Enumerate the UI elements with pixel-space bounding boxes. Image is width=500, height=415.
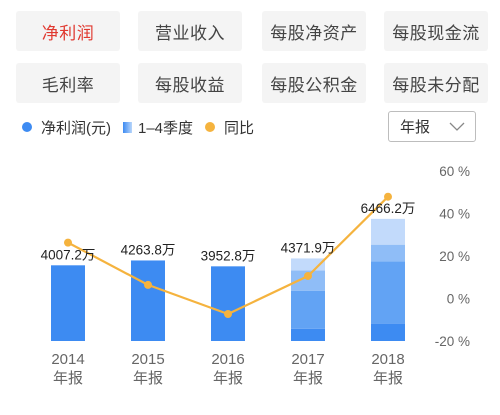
value-label-2018: 6466.2万	[361, 201, 416, 216]
tab-net-assets-per-share[interactable]: 每股净资产	[262, 11, 366, 51]
x-tick-label-2017: 2017	[291, 351, 324, 368]
legend-gradient-square-icon	[123, 121, 132, 133]
bar-2018-q3	[371, 244, 405, 262]
tab-cashflow-per-share[interactable]: 每股现金流	[384, 11, 488, 51]
tab-reserve-per-share[interactable]: 每股公积金	[262, 63, 366, 103]
legend-quarter[interactable]: 1–4季度	[123, 117, 193, 138]
legend-yoy[interactable]: 同比	[205, 117, 254, 138]
x-tick-suffix-2017: 年报	[293, 370, 323, 387]
bar-2015	[131, 260, 165, 341]
period-select[interactable]: 年报	[388, 111, 476, 142]
legend-net-profit-label: 净利润(元)	[41, 119, 111, 137]
tab-eps[interactable]: 每股收益	[138, 63, 242, 103]
x-tick-label-2016: 2016	[211, 351, 244, 368]
value-label-2014: 4007.2万	[41, 247, 96, 262]
x-tick-label-2018: 2018	[371, 351, 404, 368]
x-tick-suffix-2015: 年报	[133, 370, 163, 387]
bar-2016	[211, 266, 245, 341]
value-label-2017: 4371.9万	[281, 240, 336, 255]
tab-undistributed-per-share[interactable]: 每股未分配	[384, 63, 488, 103]
right-tick-label: 20 %	[439, 249, 470, 264]
tab-revenue[interactable]: 营业收入	[138, 11, 242, 51]
legend-blue-dot-icon	[22, 122, 32, 132]
yoy-point-2015	[144, 280, 152, 289]
x-tick-suffix-2014: 年报	[53, 370, 83, 387]
chevron-down-icon	[449, 122, 465, 131]
right-tick-label: 0 %	[447, 292, 470, 307]
tab-net-profit[interactable]: 净利润	[16, 11, 120, 51]
yoy-point-2018	[384, 192, 392, 201]
legend-yoy-label: 同比	[224, 119, 255, 137]
x-tick-label-2014: 2014	[51, 351, 84, 368]
x-tick-label-2015: 2015	[131, 351, 164, 368]
right-tick-label: 60 %	[439, 164, 470, 179]
bar-2017-q1	[291, 328, 325, 341]
right-tick-label: -20 %	[435, 334, 470, 349]
right-tick-label: 40 %	[439, 207, 470, 222]
bar-2017-q3	[291, 270, 325, 291]
bar-2018-q2	[371, 261, 405, 324]
legend-quarter-label: 1–4季度	[138, 119, 194, 137]
bar-2018-q4	[371, 218, 405, 245]
value-label-2016: 3952.8万	[201, 248, 256, 263]
period-select-value: 年报	[400, 119, 431, 136]
legend-orange-dot-icon	[205, 122, 216, 132]
bar-2018-q1	[371, 323, 405, 341]
x-tick-suffix-2018: 年报	[373, 370, 403, 387]
bar-2017-q2	[291, 290, 325, 329]
net-profit-chart: 4007.2万 4263.8万 3952.8万 4371.9万 6466.2万 60 % 4…	[41, 164, 470, 387]
yoy-point-2017	[304, 271, 312, 280]
legend-net-profit[interactable]: 净利润(元)	[22, 117, 111, 138]
bar-2014	[51, 265, 85, 341]
value-label-2015: 4263.8万	[121, 242, 176, 257]
yoy-point-2014	[64, 238, 72, 247]
tab-gross-margin[interactable]: 毛利率	[16, 63, 120, 103]
x-tick-suffix-2016: 年报	[213, 370, 243, 387]
yoy-point-2016	[224, 310, 232, 319]
chart-legend: 净利润(元) 1–4季度 同比	[22, 114, 266, 140]
